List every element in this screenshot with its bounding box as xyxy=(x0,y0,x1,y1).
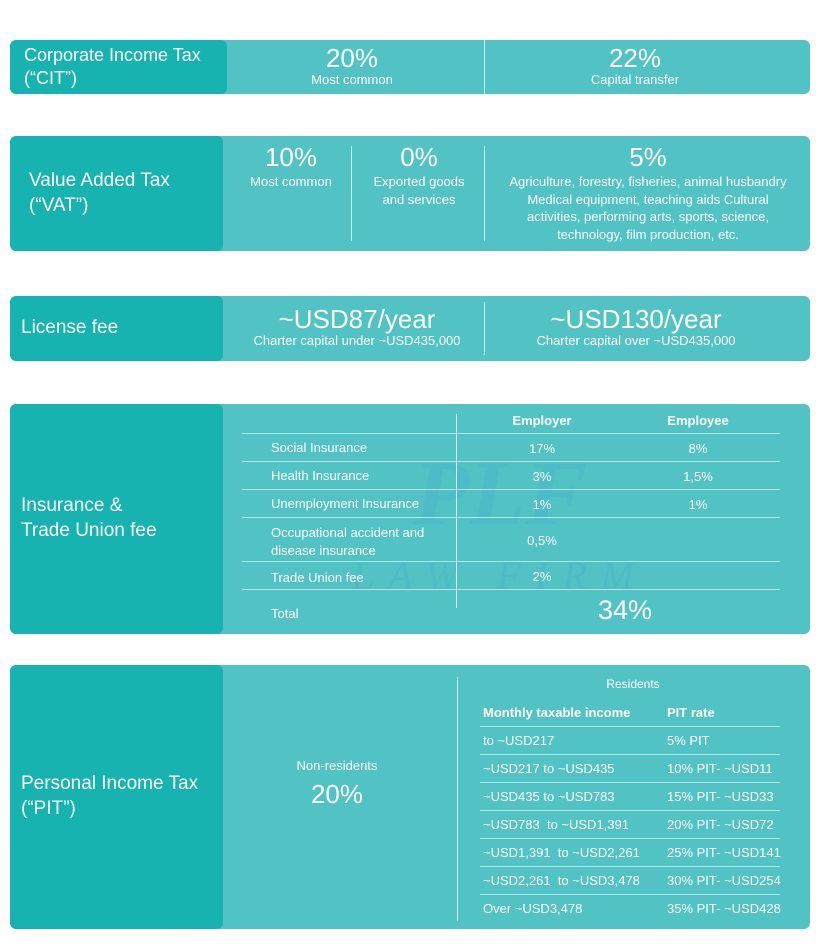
cit-item-most-common: 20% Most common xyxy=(227,45,477,89)
row-divider xyxy=(480,866,780,867)
license-fee-value: ~USD87/year xyxy=(278,304,436,334)
insurance-row-name: Unemployment Insurance xyxy=(271,496,420,511)
insurance-row-employer: 0,5% xyxy=(527,533,557,548)
license-divider xyxy=(484,302,485,355)
pit-row-rate: 10% PIT- ~USD11 xyxy=(667,761,773,776)
pit-row-income: ~USD217 to ~USD435 xyxy=(483,761,615,776)
insurance-row-employer: 17% xyxy=(528,441,556,456)
license-fee-desc: Charter capital under ~USD435,000 xyxy=(253,333,461,348)
row-divider xyxy=(480,838,780,839)
insurance-divider xyxy=(456,414,457,608)
cit-rate-desc: Most common xyxy=(311,72,393,87)
row-divider xyxy=(242,461,780,462)
cit-rate-desc: Capital transfer xyxy=(590,72,680,87)
cit-item-capital-transfer: 22% Capital transfer xyxy=(485,45,785,89)
insurance-total-value: 34% xyxy=(597,595,653,625)
insurance-row-name: Social Insurance xyxy=(271,440,368,455)
cit-rate-value: 22% xyxy=(608,43,662,73)
insurance-row-name: Trade Union fee xyxy=(271,570,364,585)
license-card: License fee ~USD87/year Charter capital … xyxy=(10,296,810,361)
pit-row-income: ~USD1,391 to ~USD2,261 xyxy=(483,845,640,860)
insurance-total-label: Total xyxy=(271,606,299,621)
insurance-row-employer: 2% xyxy=(532,569,552,584)
pit-nonresidents-label: Non-residents xyxy=(296,758,378,773)
row-divider xyxy=(242,517,780,518)
pit-nonresidents-value: 20% xyxy=(310,778,364,809)
vat-rate-desc: Most common xyxy=(250,174,332,189)
row-divider xyxy=(480,894,780,895)
vat-rate-value: 0% xyxy=(400,142,438,172)
pit-divider xyxy=(457,677,458,921)
pit-row-rate: 25% PIT- ~USD141 xyxy=(667,845,781,860)
row-divider xyxy=(480,726,780,727)
vat-label: Value Added Tax (“VAT”) xyxy=(10,136,223,251)
row-divider xyxy=(480,782,780,783)
cit-label: Corporate Income Tax (“CIT”) xyxy=(10,40,227,94)
vat-item-exported: 0% Exported goods and services xyxy=(356,144,482,208)
row-divider xyxy=(242,561,780,562)
license-item-under: ~USD87/year Charter capital under ~USD43… xyxy=(232,306,482,350)
pit-row-income: ~USD783 to ~USD1,391 xyxy=(483,817,629,832)
license-fee-value: ~USD130/year xyxy=(550,304,722,334)
vat-rate-value: 10% xyxy=(264,142,318,172)
insurance-label: Insurance & Trade Union fee xyxy=(10,404,223,634)
vat-card: Value Added Tax (“VAT”) 10% Most common … xyxy=(10,136,810,251)
vat-divider-2 xyxy=(484,146,485,241)
license-item-over: ~USD130/year Charter capital over ~USD43… xyxy=(486,306,786,350)
vat-divider-1 xyxy=(351,146,352,241)
vat-item-most-common: 10% Most common xyxy=(232,144,350,191)
row-divider xyxy=(480,810,780,811)
pit-nonresidents: Non-residents 20% xyxy=(232,757,442,807)
insurance-card: PLF LAW FIRM Insurance & Trade Union fee… xyxy=(10,404,810,634)
pit-row-income: ~USD435 to ~USD783 xyxy=(483,789,615,804)
insurance-header-employer: Employer xyxy=(512,413,572,428)
insurance-row-employer: 3% xyxy=(532,469,552,484)
vat-rate-value: 5% xyxy=(629,142,667,172)
license-label: License fee xyxy=(10,296,223,361)
insurance-row-employer: 1% xyxy=(532,497,552,512)
pit-label: Personal Income Tax (“PIT”) xyxy=(10,665,223,929)
pit-card: Personal Income Tax (“PIT”) Non-resident… xyxy=(10,665,810,929)
pit-row-rate: 5% PIT xyxy=(667,733,710,748)
row-divider xyxy=(480,754,780,755)
license-fee-desc: Charter capital over ~USD435,000 xyxy=(536,333,736,348)
pit-header-rate: PIT rate xyxy=(667,705,715,720)
pit-row-rate: 15% PIT- ~USD33 xyxy=(667,789,774,804)
vat-rate-desc: Agriculture, forestry, fisheries, animal… xyxy=(509,174,787,242)
row-divider xyxy=(242,489,780,490)
cit-divider xyxy=(484,40,485,94)
insurance-header-employee: Employee xyxy=(667,413,729,428)
pit-row-rate: 30% PIT- ~USD254 xyxy=(667,873,781,888)
pit-row-rate: 20% PIT- ~USD72 xyxy=(667,817,774,832)
row-divider xyxy=(242,433,780,434)
pit-row-income: to ~USD217 xyxy=(483,733,555,748)
insurance-row-employee: 1% xyxy=(688,497,708,512)
pit-row-income: ~USD2,261 to ~USD3,478 xyxy=(483,873,640,888)
cit-rate-value: 20% xyxy=(325,43,379,73)
insurance-row-name: Occupational accident and disease insura… xyxy=(271,525,425,558)
pit-row-rate: 35% PIT- ~USD428 xyxy=(667,901,781,916)
pit-residents-label: Residents xyxy=(606,677,660,691)
insurance-row-employee: 1,5% xyxy=(683,469,713,484)
vat-rate-desc: Exported goods and services xyxy=(373,174,465,207)
vat-item-reduced: 5% Agriculture, forestry, fisheries, ani… xyxy=(490,144,806,243)
cit-card: Corporate Income Tax (“CIT”) 20% Most co… xyxy=(10,40,810,94)
pit-row-income: Over ~USD3,478 xyxy=(483,901,583,916)
pit-header-income: Monthly taxable income xyxy=(483,705,631,720)
row-divider xyxy=(242,589,780,590)
insurance-row-name: Health Insurance xyxy=(271,468,370,483)
insurance-row-employee: 8% xyxy=(688,441,708,456)
